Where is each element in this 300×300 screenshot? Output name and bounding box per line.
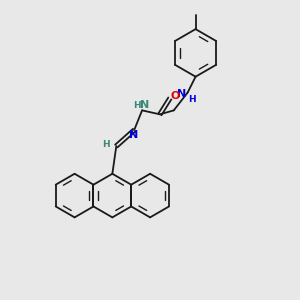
Text: H: H xyxy=(103,140,110,148)
Text: N: N xyxy=(140,100,150,110)
Text: O: O xyxy=(170,91,179,100)
Text: N: N xyxy=(128,130,138,140)
Text: N: N xyxy=(177,88,186,98)
Text: H: H xyxy=(133,101,141,110)
Text: H: H xyxy=(188,95,195,104)
